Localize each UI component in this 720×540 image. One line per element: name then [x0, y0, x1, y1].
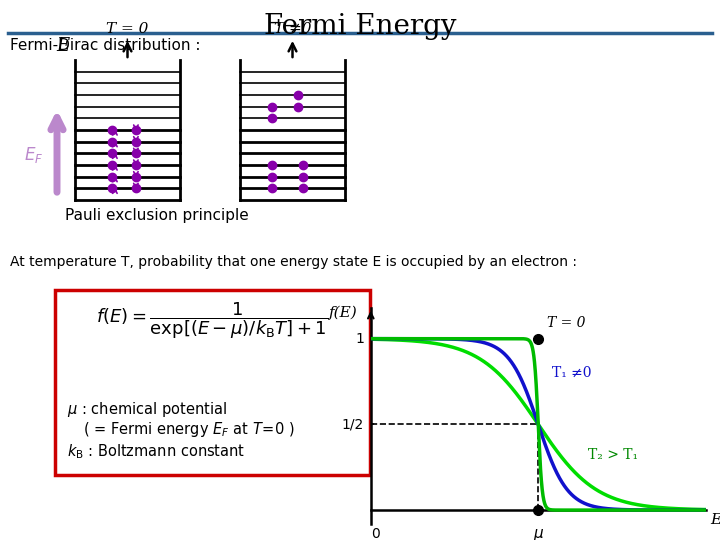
Text: 0: 0 [371, 527, 379, 540]
Text: E: E [56, 37, 70, 55]
Text: 1: 1 [355, 332, 364, 346]
Text: E: E [710, 514, 720, 528]
Text: Pauli exclusion principle: Pauli exclusion principle [65, 208, 248, 223]
Text: T ≠0: T ≠0 [274, 22, 311, 36]
Text: $\mu$ : chemical potential: $\mu$ : chemical potential [67, 400, 227, 419]
Text: ( = Fermi energy $E_F$ at $T\!=\!0$ ): ( = Fermi energy $E_F$ at $T\!=\!0$ ) [83, 420, 294, 439]
Text: T = 0: T = 0 [547, 316, 585, 329]
Text: T₂ > T₁: T₂ > T₁ [588, 448, 639, 462]
Text: $f(E) = \dfrac{1}{\exp\!\left[(E-\mu)/k_{\mathrm{B}}T\right]+1}$: $f(E) = \dfrac{1}{\exp\!\left[(E-\mu)/k_… [96, 300, 328, 341]
Text: 1/2: 1/2 [342, 417, 364, 431]
Text: $k_{\mathrm{B}}$ : Boltzmann constant: $k_{\mathrm{B}}$ : Boltzmann constant [67, 442, 246, 461]
Text: Fermi-Dirac distribution :: Fermi-Dirac distribution : [10, 38, 200, 53]
Text: $E_F$: $E_F$ [24, 145, 43, 165]
Text: Fermi Energy: Fermi Energy [264, 13, 456, 40]
Text: T = 0: T = 0 [107, 22, 149, 36]
Text: At temperature T, probability that one energy state E is occupied by an electron: At temperature T, probability that one e… [10, 255, 577, 269]
Text: $\mu$: $\mu$ [533, 527, 544, 540]
Text: f(E): f(E) [328, 306, 357, 320]
Bar [55, 290, 370, 475]
Text: T₁ ≠0: T₁ ≠0 [552, 366, 591, 380]
